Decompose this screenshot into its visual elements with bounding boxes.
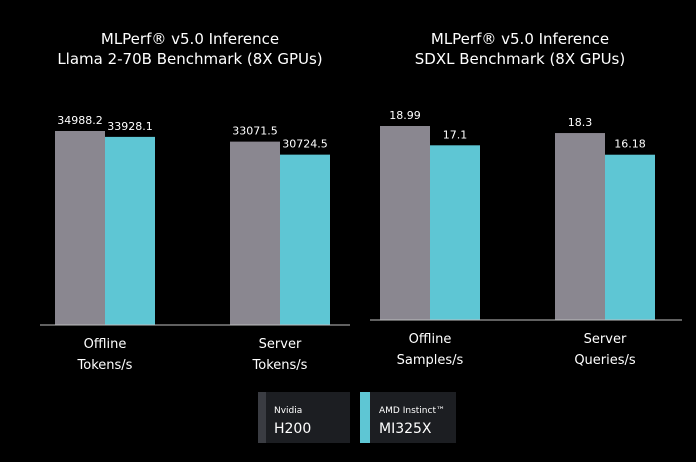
data-label: 33928.1 [107, 120, 153, 133]
bar-h200 [555, 133, 605, 320]
x-tick-label: Tokens/s [252, 358, 308, 373]
data-label: 17.1 [443, 128, 468, 141]
chart-title-line: MLPerf® v5.0 Inference [431, 30, 609, 48]
legend-vendor-h200: Nvidia [274, 406, 302, 416]
bar-mi325x [280, 154, 330, 325]
x-tick-label: Server [584, 332, 627, 347]
chart-title-line: Llama 2-70B Benchmark (8X GPUs) [57, 50, 322, 68]
chart-panel-1: MLPerf® v5.0 Inference Llama 2-70B Benchm… [40, 30, 350, 373]
legend-swatch-h200 [258, 392, 266, 443]
bar-h200 [230, 141, 280, 325]
data-label: 18.3 [568, 116, 593, 129]
legend-product-mi325x: MI325X [379, 421, 432, 437]
data-label: 16.18 [614, 138, 646, 151]
legend: Nvidia H200 AMD Instinct™ MI325X [258, 392, 456, 443]
legend-box-mi325x [360, 392, 456, 443]
legend-box-h200 [258, 392, 350, 443]
data-label: 18.99 [389, 109, 421, 122]
bar-h200 [55, 131, 105, 325]
legend-vendor-mi325x: AMD Instinct™ [379, 406, 445, 416]
data-label: 30724.5 [282, 138, 328, 151]
legend-item-h200: Nvidia H200 [258, 392, 350, 443]
data-label: 34988.2 [57, 114, 103, 127]
chart-title-line: SDXL Benchmark (8X GPUs) [415, 50, 625, 68]
x-tick-label: Offline [409, 332, 452, 347]
legend-swatch-mi325x [360, 392, 370, 443]
bar-mi325x [605, 154, 655, 320]
bar-h200 [380, 126, 430, 320]
x-tick-label: Offline [84, 337, 127, 352]
x-tick-label: Tokens/s [77, 358, 133, 373]
legend-item-mi325x: AMD Instinct™ MI325X [360, 392, 456, 443]
legend-product-h200: H200 [274, 421, 311, 437]
chart-title-line: MLPerf® v5.0 Inference [101, 30, 279, 48]
bar-mi325x [105, 136, 155, 325]
x-tick-label: Server [259, 337, 302, 352]
data-label: 33071.5 [232, 125, 278, 138]
x-tick-label: Queries/s [574, 353, 636, 368]
x-tick-label: Samples/s [397, 353, 464, 368]
bar-mi325x [430, 145, 480, 320]
chart-panel-2: MLPerf® v5.0 Inference SDXL Benchmark (8X… [370, 30, 682, 368]
